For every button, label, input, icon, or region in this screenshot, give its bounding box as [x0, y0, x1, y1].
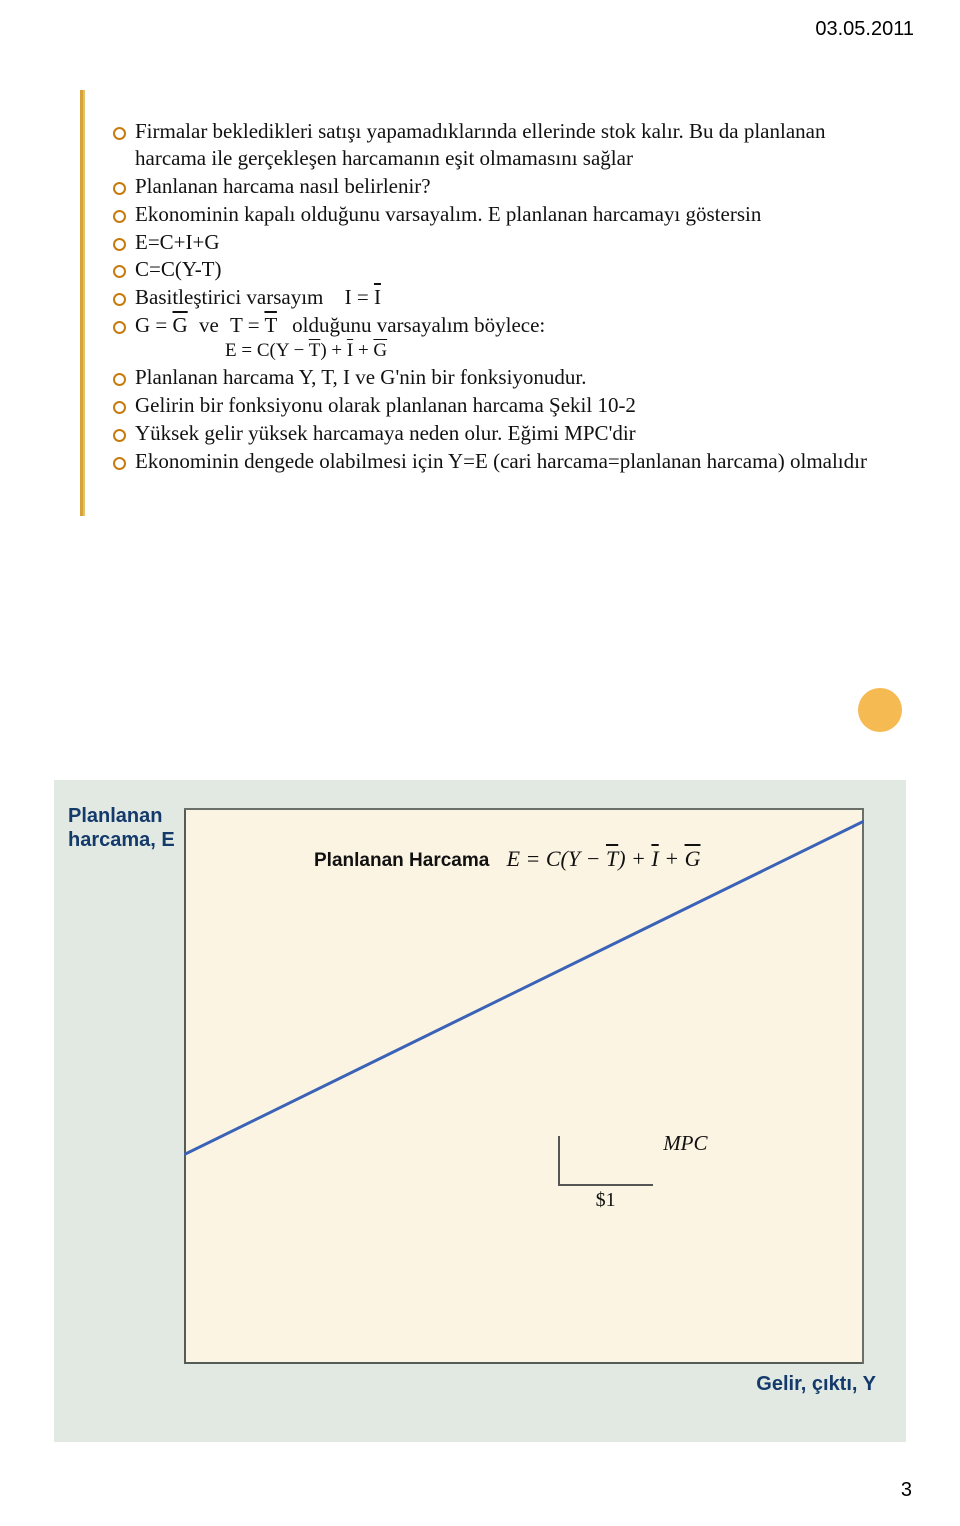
- eq-part: ) +: [618, 846, 651, 871]
- math-eq: =: [357, 285, 374, 309]
- bullet-item: C=C(Y-T): [113, 256, 870, 283]
- math-inline: G = G: [135, 313, 193, 337]
- bullet-item: Planlanan harcama nasıl belirlenir?: [113, 173, 870, 200]
- chart-plot: Planlanan Harcama E = C(Y − T) + I + G M…: [184, 808, 864, 1364]
- eq-part: ) +: [320, 340, 347, 361]
- bullet-item: Ekonominin dengede olabilmesi için Y=E (…: [113, 448, 870, 475]
- chart-title-label: Planlanan Harcama: [314, 850, 489, 871]
- bullet-text: ve: [199, 313, 219, 337]
- math-var: I: [345, 285, 352, 309]
- eq-part: E = C(Y −: [507, 846, 606, 871]
- eq-part: +: [353, 340, 373, 361]
- bullet-text: Basitleştirici varsayım: [135, 285, 323, 309]
- plot-svg: [184, 810, 864, 1366]
- bullet-item: Planlanan harcama Y, T, I ve G'nin bir f…: [113, 364, 870, 391]
- math-var-bar: G: [173, 313, 188, 337]
- equation: E = C(Y − T) + I + G: [225, 339, 870, 363]
- decorative-dot: [858, 688, 902, 732]
- bullet-text: olduğunu varsayalım böylece:: [292, 313, 545, 337]
- math-eq: =: [155, 313, 172, 337]
- bullet-item: E=C+I+G: [113, 229, 870, 256]
- date: 03.05.2011: [815, 18, 914, 41]
- bullet-item: G = G ve T = T olduğunu varsayalım böyle…: [113, 312, 870, 363]
- math-var-bar: I: [374, 285, 381, 309]
- math-var: G: [135, 313, 150, 337]
- eq-var-bar: T: [606, 846, 618, 871]
- math-var-bar: T: [264, 313, 276, 337]
- math-inline: T = T: [230, 313, 282, 337]
- eq-var-bar: T: [309, 340, 321, 361]
- page: 03.05.2011 3 Firmalar bekledikleri satış…: [0, 0, 960, 1526]
- math-inline: I = I: [345, 285, 381, 309]
- math-eq: =: [248, 313, 265, 337]
- bullet-list: Firmalar bekledikleri satışı yapamadıkla…: [113, 118, 870, 475]
- bullet-item: Yüksek gelir yüksek harcamaya neden olur…: [113, 420, 870, 447]
- y-axis-label-line: Planlanan: [68, 805, 162, 827]
- chart-title: Planlanan Harcama E = C(Y − T) + I + G: [314, 846, 700, 872]
- eq-part: E = C(Y −: [225, 340, 309, 361]
- slide-top-inner: Firmalar bekledikleri satışı yapamadıkla…: [83, 90, 880, 516]
- y-axis-label-line: harcama, E: [68, 829, 175, 851]
- bullet-item: Gelirin bir fonksiyonu olarak planlanan …: [113, 392, 870, 419]
- page-number: 3: [901, 1479, 912, 1502]
- bullet-item: Ekonominin kapalı olduğunu varsayalım. E…: [113, 201, 870, 228]
- slide-top: Firmalar bekledikleri satışı yapamadıkla…: [80, 90, 880, 516]
- eq-var-bar: I: [651, 846, 658, 871]
- eq-var-bar: G: [373, 340, 387, 361]
- math-var: T: [230, 313, 242, 337]
- mpc-label: MPC: [663, 1131, 707, 1156]
- x-axis-label: Gelir, çıktı, Y: [756, 1373, 876, 1396]
- chart-title-equation: E = C(Y − T) + I + G: [507, 846, 701, 871]
- bullet-item: Firmalar bekledikleri satışı yapamadıkla…: [113, 118, 870, 172]
- eq-var-bar: G: [685, 846, 701, 871]
- bullet-item: Basitleştirici varsayım I = I: [113, 284, 870, 311]
- eq-part: +: [659, 846, 685, 871]
- dollar-label: $1: [596, 1189, 616, 1212]
- y-axis-label: Planlanan harcama, E: [68, 804, 175, 852]
- mpc-step-box: [558, 1136, 653, 1186]
- chart-area: Planlanan harcama, E Planlanan Harcama E…: [54, 780, 906, 1442]
